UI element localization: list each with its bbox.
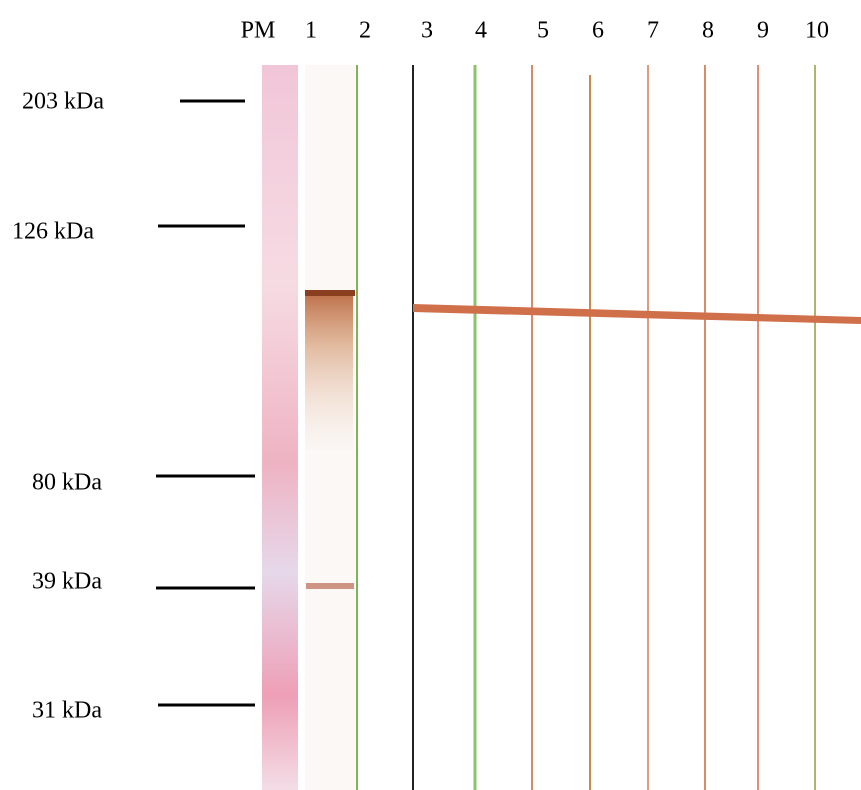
marker-label: 39 kDa — [32, 569, 102, 595]
pm-strip — [262, 65, 298, 790]
membrane-strips — [262, 65, 861, 790]
lane-label: 4 — [475, 18, 487, 44]
lane-label: 7 — [647, 18, 659, 44]
lane-label: 8 — [702, 18, 714, 44]
marker-label: 203 kDa — [22, 89, 104, 115]
marker-label: 31 kDa — [32, 698, 102, 724]
lane-label: 6 — [592, 18, 604, 44]
lane-label: 1 — [305, 18, 317, 44]
lane-label: 9 — [757, 18, 769, 44]
lane-label: PM — [241, 18, 276, 44]
band — [305, 290, 355, 296]
lane-label: 10 — [805, 18, 829, 44]
labels: PM 1 2 3 4 5 6 7 8 9 10 203 kDa 126 kDa 80 kDa 39 kDa 3… — [12, 18, 829, 724]
blot-figure: PM 1 2 3 4 5 6 7 8 9 10 203 kDa 126 kDa 80 kDa 39 kDa 3… — [0, 0, 861, 790]
band — [413, 304, 861, 324]
marker-label: 126 kDa — [12, 219, 94, 245]
marker-label: 80 kDa — [32, 470, 102, 496]
lane-label: 2 — [359, 18, 371, 44]
band — [306, 583, 354, 589]
lane-label: 3 — [421, 18, 433, 44]
lane-label: 5 — [537, 18, 549, 44]
smear — [305, 290, 353, 450]
